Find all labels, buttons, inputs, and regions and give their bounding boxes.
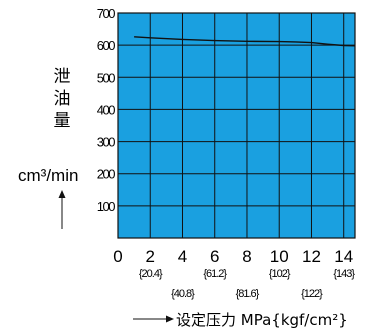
y-tick-labels: 100 200 300 400 500 600 700 [97, 6, 117, 214]
x-tick-label: 14 [334, 247, 353, 266]
x-tick-label: 2 [146, 247, 155, 266]
x-subtick-label: {81.6} [236, 288, 260, 300]
y-axis-label-char: 量 [54, 111, 71, 131]
x-subtick-label: {143} [333, 268, 355, 280]
x-subtick-label: {61.2} [203, 268, 227, 280]
x-axis-arrow [133, 315, 174, 323]
x-tick-label: 12 [302, 247, 321, 266]
y-tick-label: 600 [97, 38, 115, 53]
x-tick-labels: 0 2 4 6 8 10 12 14 [113, 247, 353, 266]
x-subtick-labels: {20.4} {40.8} {61.2} {81.6} {102} {122} {143} [139, 268, 357, 300]
x-subtick-label: {20.4} [139, 268, 163, 280]
x-subtick-label: {40.8} [171, 288, 195, 300]
x-tick-label: 10 [270, 247, 289, 266]
x-tick-label: 8 [242, 247, 251, 266]
x-tick-label: 0 [113, 247, 122, 266]
x-subtick-label: {122} [301, 288, 323, 300]
x-tick-label: 4 [178, 247, 187, 266]
y-axis-label-char: 泄 [54, 67, 71, 87]
y-tick-label: 500 [97, 70, 115, 85]
series-line [134, 36, 356, 47]
y-tick-label: 700 [97, 6, 115, 21]
y-tick-label: 300 [97, 135, 115, 150]
y-axis-label-char: 油 [54, 89, 71, 109]
y-tick-label: 200 [97, 167, 115, 182]
y-tick-label: 100 [97, 199, 115, 214]
x-tick-label: 6 [210, 247, 219, 266]
y-axis-unit: cm³/min [18, 166, 78, 185]
y-axis-arrow [58, 190, 66, 229]
x-axis-label: 设定压力 MPa{kgf/cm²} [176, 311, 348, 329]
x-subtick-label: {102} [269, 268, 291, 280]
plot-area [117, 12, 356, 239]
grid-lines [118, 12, 355, 238]
y-tick-label: 400 [97, 102, 115, 117]
y-axis-label: 泄油量 [54, 67, 71, 131]
